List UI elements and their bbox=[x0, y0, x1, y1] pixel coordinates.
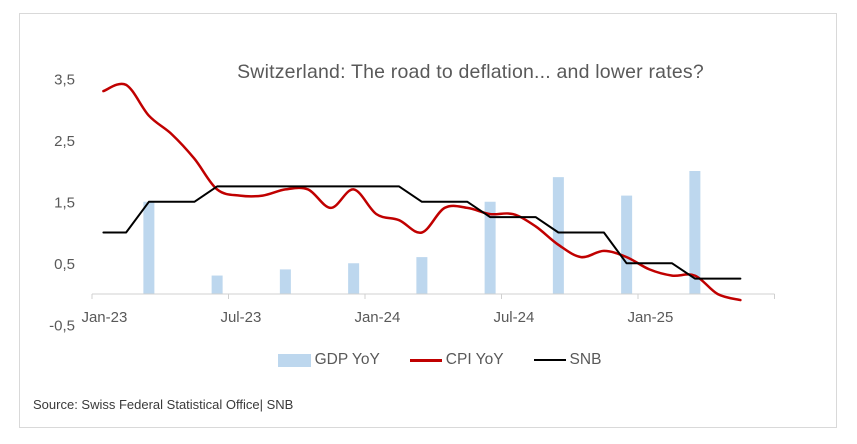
snb-line bbox=[102, 185, 742, 280]
legend-item-gdp: GDP YoY bbox=[277, 351, 380, 369]
gdp-bar bbox=[416, 257, 428, 294]
gdp-bar bbox=[689, 171, 701, 294]
x-tick-label: Jul-23 bbox=[220, 309, 261, 326]
snb-line-swatch-icon bbox=[533, 359, 566, 361]
y-tick-label: -0,5 bbox=[49, 317, 75, 334]
source-note: Source: Swiss Federal Statistical Office… bbox=[33, 397, 294, 412]
y-tick-label: 2,5 bbox=[54, 133, 75, 150]
chart-title: Switzerland: The road to deflation... an… bbox=[237, 61, 704, 83]
x-tick-label: Jan-23 bbox=[81, 309, 127, 326]
y-tick-label: 1,5 bbox=[54, 194, 75, 211]
legend: GDP YoY CPI YoY SNB bbox=[0, 351, 857, 369]
cpi-line bbox=[102, 82, 742, 302]
x-tick-label: Jan-24 bbox=[354, 309, 400, 326]
gdp-bar bbox=[552, 177, 564, 294]
legend-item-snb: SNB bbox=[533, 351, 602, 369]
legend-label-cpi: CPI YoY bbox=[445, 351, 504, 368]
gdp-bar bbox=[348, 263, 360, 294]
legend-item-cpi: CPI YoY bbox=[409, 351, 504, 369]
gdp-bar bbox=[484, 201, 496, 294]
legend-label-snb: SNB bbox=[569, 351, 602, 368]
y-tick-label: 3,5 bbox=[54, 71, 75, 88]
gdp-bar bbox=[143, 201, 155, 294]
gdp-bar bbox=[211, 275, 223, 294]
y-tick-label: 0,5 bbox=[54, 256, 75, 273]
legend-label-gdp: GDP YoY bbox=[314, 351, 380, 368]
gdp-bar bbox=[279, 269, 291, 294]
gdp-bar-swatch-icon bbox=[277, 353, 311, 367]
x-tick-label: Jul-24 bbox=[493, 309, 534, 326]
cpi-line-swatch-icon bbox=[409, 358, 442, 362]
gdp-bar bbox=[621, 195, 633, 294]
x-tick-label: Jan-25 bbox=[627, 309, 673, 326]
